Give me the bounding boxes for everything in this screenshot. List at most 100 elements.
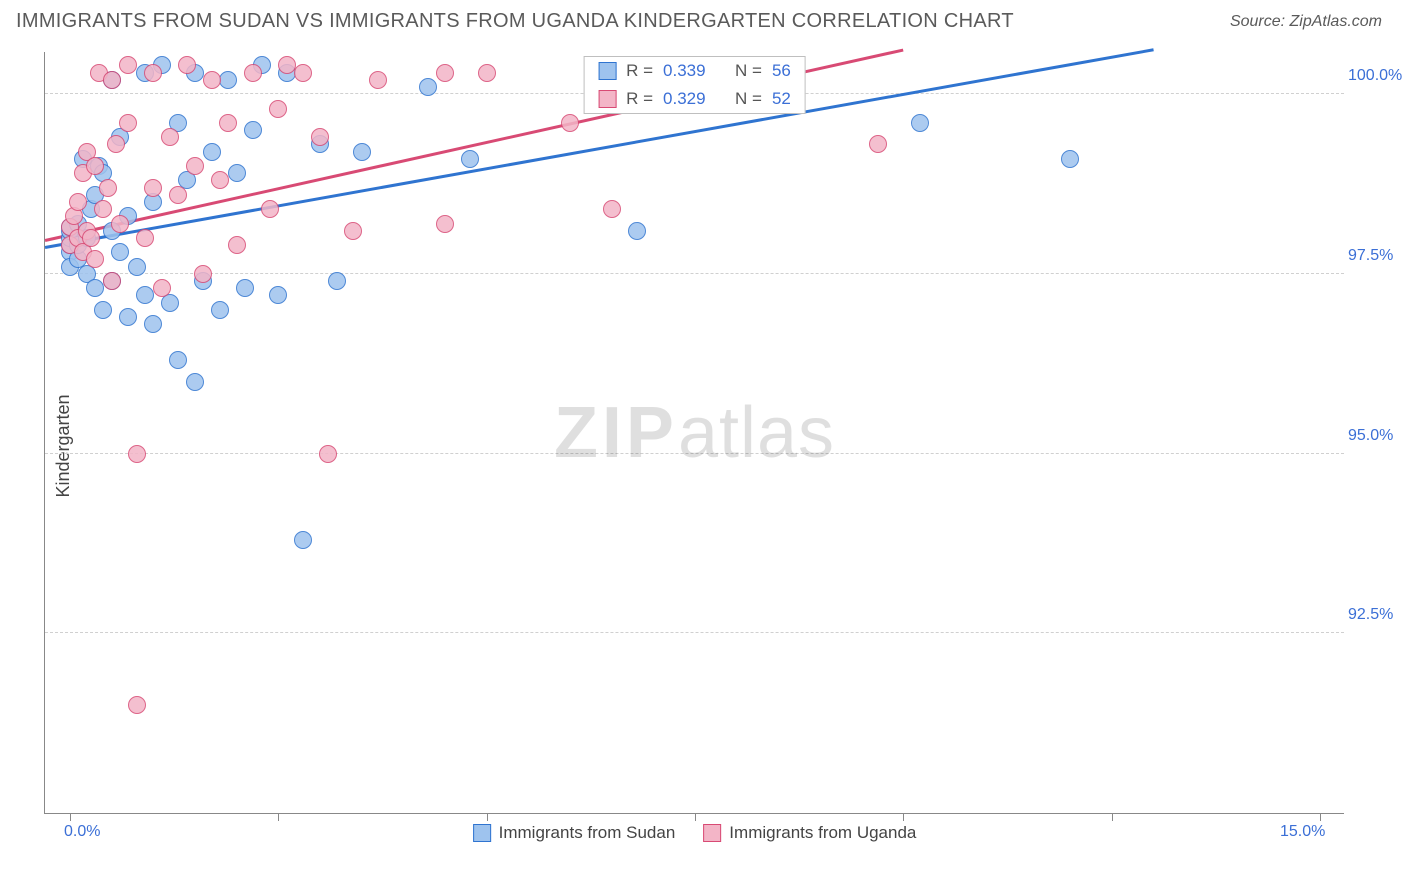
legend-label-uganda: Immigrants from Uganda bbox=[729, 823, 916, 843]
data-point-sudan bbox=[911, 114, 929, 132]
data-point-uganda bbox=[344, 222, 362, 240]
data-point-uganda bbox=[86, 250, 104, 268]
data-point-sudan bbox=[236, 279, 254, 297]
data-point-sudan bbox=[228, 164, 246, 182]
legend-label-sudan: Immigrants from Sudan bbox=[499, 823, 676, 843]
data-point-uganda bbox=[128, 696, 146, 714]
chart-title: IMMIGRANTS FROM SUDAN VS IMMIGRANTS FROM… bbox=[16, 10, 1014, 33]
data-point-uganda bbox=[82, 229, 100, 247]
correlation-legend: R = 0.339 N = 56 R = 0.329 N = 52 bbox=[583, 56, 806, 114]
source-attribution: Source: ZipAtlas.com bbox=[1230, 13, 1382, 31]
plot-area: ZIPatlas R = 0.339 N = 56 R = 0.329 N = … bbox=[44, 52, 1344, 814]
data-point-uganda bbox=[186, 157, 204, 175]
data-point-uganda bbox=[153, 279, 171, 297]
y-tick-label: 95.0% bbox=[1348, 427, 1404, 445]
watermark-atlas: atlas bbox=[678, 393, 835, 473]
swatch-uganda bbox=[598, 90, 616, 108]
x-axis-end-label: 0.0% bbox=[64, 823, 100, 841]
gridline bbox=[45, 453, 1344, 454]
data-point-sudan bbox=[94, 301, 112, 319]
data-point-uganda bbox=[311, 128, 329, 146]
r-value-uganda: 0.329 bbox=[663, 89, 706, 109]
x-tick bbox=[903, 813, 904, 821]
y-tick-label: 100.0% bbox=[1348, 67, 1404, 85]
data-point-uganda bbox=[194, 265, 212, 283]
data-point-uganda bbox=[278, 56, 296, 74]
swatch-sudan-icon bbox=[473, 824, 491, 842]
data-point-uganda bbox=[103, 71, 121, 89]
data-point-uganda bbox=[136, 229, 154, 247]
gridline bbox=[45, 273, 1344, 274]
data-point-uganda bbox=[436, 215, 454, 233]
data-point-uganda bbox=[319, 445, 337, 463]
data-point-uganda bbox=[128, 445, 146, 463]
legend-row-uganda: R = 0.329 N = 52 bbox=[584, 85, 805, 113]
data-point-uganda bbox=[228, 236, 246, 254]
r-value-sudan: 0.339 bbox=[663, 61, 706, 81]
series-legend: Immigrants from Sudan Immigrants from Ug… bbox=[473, 823, 917, 843]
x-tick bbox=[695, 813, 696, 821]
data-point-sudan bbox=[169, 351, 187, 369]
data-point-uganda bbox=[161, 128, 179, 146]
watermark: ZIPatlas bbox=[554, 392, 835, 474]
data-point-uganda bbox=[86, 157, 104, 175]
data-point-uganda bbox=[119, 56, 137, 74]
data-point-sudan bbox=[144, 315, 162, 333]
data-point-sudan bbox=[86, 279, 104, 297]
x-tick bbox=[278, 813, 279, 821]
swatch-uganda-icon bbox=[703, 824, 721, 842]
data-point-sudan bbox=[111, 243, 129, 261]
data-point-uganda bbox=[219, 114, 237, 132]
chart-container: ZIPatlas R = 0.339 N = 56 R = 0.329 N = … bbox=[44, 52, 1344, 814]
data-point-uganda bbox=[436, 64, 454, 82]
data-point-uganda bbox=[244, 64, 262, 82]
data-point-sudan bbox=[461, 150, 479, 168]
data-point-sudan bbox=[294, 531, 312, 549]
legend-item-uganda: Immigrants from Uganda bbox=[703, 823, 916, 843]
data-point-uganda bbox=[269, 100, 287, 118]
y-tick-label: 97.5% bbox=[1348, 247, 1404, 265]
swatch-sudan bbox=[598, 62, 616, 80]
data-point-uganda bbox=[107, 135, 125, 153]
data-point-uganda bbox=[94, 200, 112, 218]
data-point-uganda bbox=[203, 71, 221, 89]
data-point-sudan bbox=[136, 286, 154, 304]
x-tick bbox=[1320, 813, 1321, 821]
data-point-uganda bbox=[869, 135, 887, 153]
watermark-zip: ZIP bbox=[554, 393, 678, 473]
y-tick-label: 92.5% bbox=[1348, 606, 1404, 624]
data-point-sudan bbox=[1061, 150, 1079, 168]
n-label: N = bbox=[735, 89, 762, 109]
x-axis-end-label: 15.0% bbox=[1280, 823, 1325, 841]
r-label: R = bbox=[626, 61, 653, 81]
data-point-uganda bbox=[144, 64, 162, 82]
x-tick bbox=[1112, 813, 1113, 821]
data-point-sudan bbox=[186, 373, 204, 391]
data-point-uganda bbox=[603, 200, 621, 218]
data-point-uganda bbox=[261, 200, 279, 218]
data-point-sudan bbox=[219, 71, 237, 89]
data-point-sudan bbox=[328, 272, 346, 290]
data-point-uganda bbox=[294, 64, 312, 82]
data-point-uganda bbox=[119, 114, 137, 132]
data-point-uganda bbox=[169, 186, 187, 204]
x-tick bbox=[487, 813, 488, 821]
data-point-sudan bbox=[128, 258, 146, 276]
data-point-uganda bbox=[103, 272, 121, 290]
n-value-sudan: 56 bbox=[772, 61, 791, 81]
n-label: N = bbox=[735, 61, 762, 81]
data-point-uganda bbox=[478, 64, 496, 82]
x-tick bbox=[70, 813, 71, 821]
data-point-sudan bbox=[419, 78, 437, 96]
data-point-uganda bbox=[111, 215, 129, 233]
data-point-uganda bbox=[144, 179, 162, 197]
data-point-sudan bbox=[244, 121, 262, 139]
data-point-uganda bbox=[99, 179, 117, 197]
data-point-uganda bbox=[178, 56, 196, 74]
legend-item-sudan: Immigrants from Sudan bbox=[473, 823, 676, 843]
n-value-uganda: 52 bbox=[772, 89, 791, 109]
data-point-sudan bbox=[353, 143, 371, 161]
legend-row-sudan: R = 0.339 N = 56 bbox=[584, 57, 805, 85]
r-label: R = bbox=[626, 89, 653, 109]
data-point-uganda bbox=[369, 71, 387, 89]
